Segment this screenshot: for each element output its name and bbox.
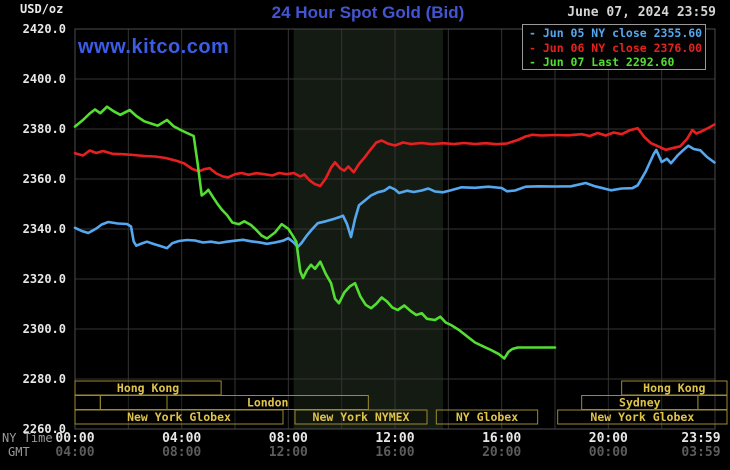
y-tick-label: 2320.0 <box>23 272 66 286</box>
session-box <box>557 409 728 425</box>
y-tick-label: 2360.0 <box>23 172 66 186</box>
gmt-axis-label: GMT <box>8 445 30 459</box>
session-box <box>74 395 101 410</box>
legend-row-jun06: - Jun 06 NY close 2376.00 <box>529 40 703 55</box>
y-tick-label: 2280.0 <box>23 372 66 386</box>
page-title: 24 Hour Spot Gold (Bid) <box>271 3 465 22</box>
x-tick-gmt: 03:59 <box>681 445 720 460</box>
x-tick-ny: 04:00 <box>162 431 201 446</box>
session-label: Hong Kong <box>117 381 179 395</box>
x-tick-ny: 08:00 <box>269 431 308 446</box>
x-tick-gmt: 16:00 <box>375 445 414 460</box>
series-line-2 <box>73 105 557 360</box>
x-tick-ny: 12:00 <box>375 431 414 446</box>
x-tick-gmt: 08:00 <box>162 445 201 460</box>
session-box <box>697 395 728 410</box>
legend-row-jun05: - Jun 05 NY close 2355.60 <box>529 26 703 40</box>
x-tick-gmt: 20:00 <box>482 445 521 460</box>
session-label: Sydney <box>619 396 661 410</box>
x-tick-ny: 20:00 <box>589 431 628 446</box>
y-tick-label: 2300.0 <box>23 322 66 336</box>
session-box <box>294 409 428 425</box>
kitco-watermark-link[interactable]: www.kitco.com <box>78 36 230 58</box>
y-tick-label: 2340.0 <box>23 222 66 236</box>
y-axis-unit-label: USD/oz <box>20 2 64 16</box>
session-box <box>435 409 539 425</box>
session-box <box>99 395 168 410</box>
session-label: Hong Kong <box>643 381 705 395</box>
session-label: New York Globex <box>590 410 694 424</box>
session-label: London <box>247 396 289 410</box>
session-label: NY Globex <box>456 410 518 424</box>
x-tick-ny: 16:00 <box>482 431 521 446</box>
legend-row-jun07: - Jun 07 Last 2292.60 <box>529 55 675 69</box>
session-label: New York NYMEX <box>313 410 410 424</box>
x-tick-gmt: 12:00 <box>269 445 308 460</box>
y-tick-label: 2380.0 <box>23 122 66 136</box>
legend-box: - Jun 05 NY close 2355.60 - Jun 06 NY cl… <box>522 24 706 70</box>
ny-time-axis-label: NY Time <box>2 431 53 445</box>
session-box <box>74 409 284 425</box>
chart-datetime: June 07, 2024 23:59 <box>567 5 716 20</box>
y-tick-label: 2260.0 <box>23 422 66 436</box>
session-label: New York Globex <box>127 410 231 424</box>
x-tick-gmt: 00:00 <box>589 445 628 460</box>
y-tick-label: 2400.0 <box>23 72 66 86</box>
x-tick-ny: 00:00 <box>55 431 94 446</box>
series-line-0 <box>73 144 716 250</box>
x-tick-ny: 23:59 <box>681 431 720 446</box>
y-tick-label: 2420.0 <box>23 22 66 36</box>
x-tick-gmt: 04:00 <box>55 445 94 460</box>
